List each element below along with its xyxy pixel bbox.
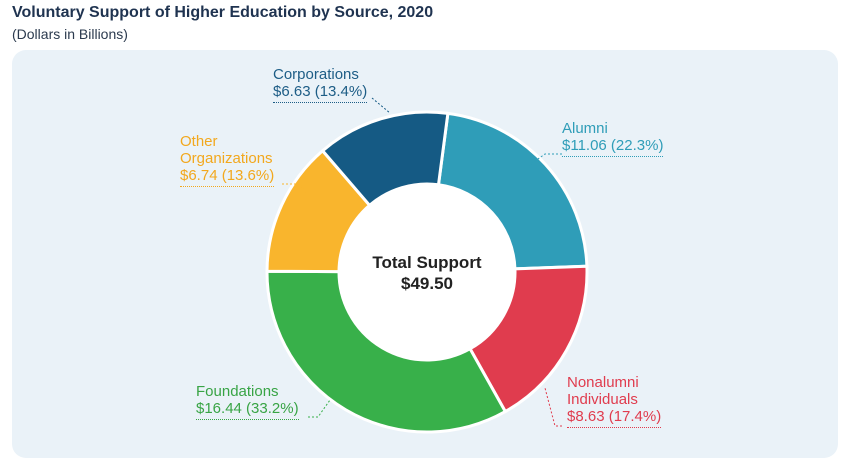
label-nonalumni-individuals: Nonalumni Individuals $8.63 (17.4%): [567, 374, 662, 428]
label-foundations: Foundations $16.44 (33.2%): [196, 383, 299, 420]
donut-hole: [340, 185, 514, 359]
label-corporations: Corporations $6.63 (13.4%): [273, 66, 368, 103]
label-other-name-line1: Other: [180, 133, 218, 150]
label-nonalumni-name-line2: Individuals: [567, 391, 638, 408]
slice-corporations: [320, 110, 450, 208]
label-corporations-value: $6.63 (13.4%): [273, 83, 368, 100]
label-foundations-name: Foundations: [196, 383, 279, 400]
slice-foundations: [265, 269, 508, 434]
label-alumni-value: $11.06 (22.3%): [562, 137, 664, 154]
label-other-name-line2: Organizations: [180, 150, 273, 167]
label-nonalumni-name-line1: Nonalumni: [567, 374, 639, 391]
center-total-label: Total Support: [372, 253, 482, 272]
label-other-value: $6.74 (13.6%): [180, 167, 275, 184]
label-other-organizations: Other Organizations $6.74 (13.6%): [180, 133, 275, 187]
label-nonalumni-value: $8.63 (17.4%): [567, 408, 662, 425]
label-alumni: Alumni $11.06 (22.3%): [562, 120, 664, 157]
chart-subtitle: (Dollars in Billions): [12, 26, 128, 42]
leader-line-corporations: [371, 97, 391, 114]
label-alumni-name: Alumni: [562, 120, 608, 137]
slice-alumni: [436, 111, 589, 271]
leader-line-alumni: [527, 153, 562, 167]
label-foundations-value: $16.44 (33.2%): [196, 400, 299, 417]
leader-line-nonalumni: [544, 387, 562, 427]
leader-line-foundations: [308, 399, 331, 418]
leader-line-other: [282, 183, 308, 196]
chart-title: Voluntary Support of Higher Education by…: [12, 4, 434, 21]
center-total-value: $49.50: [401, 274, 453, 293]
label-corporations-name: Corporations: [273, 66, 359, 83]
